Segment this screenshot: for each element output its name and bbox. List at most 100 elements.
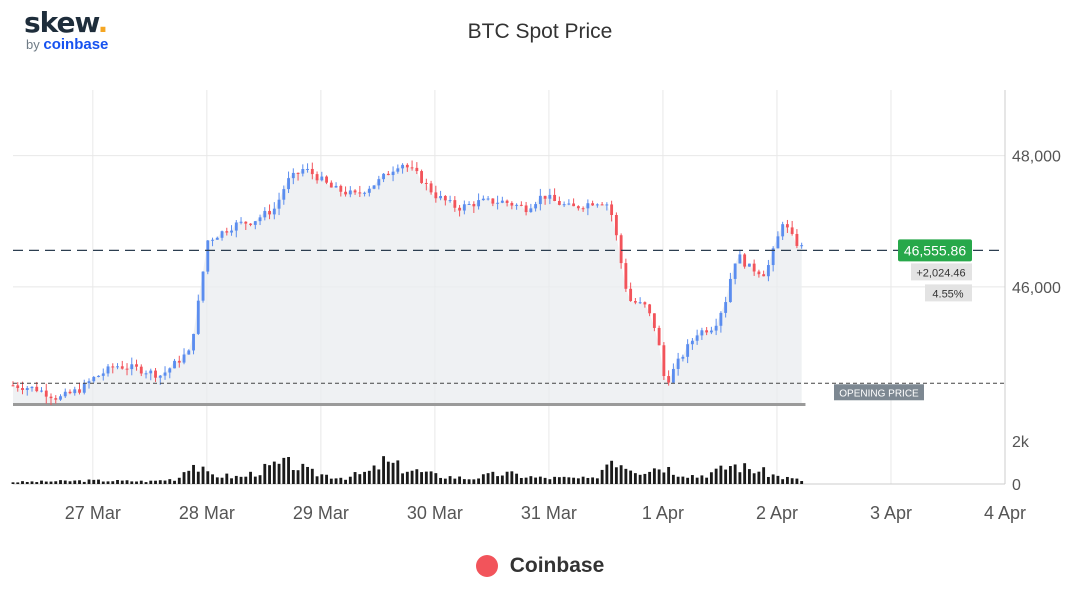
- candle-body: [491, 198, 495, 204]
- logo-partner: coinbase: [43, 36, 109, 53]
- candle-body: [477, 200, 481, 207]
- candle-body: [766, 265, 770, 277]
- candle-body: [201, 271, 205, 301]
- candle-body: [690, 340, 694, 345]
- candle-body: [78, 389, 81, 393]
- candle-body: [719, 312, 723, 326]
- price-area-baseline: [13, 403, 806, 406]
- volume-bar: [401, 473, 405, 484]
- volume-bar: [277, 463, 281, 484]
- candle-body: [481, 198, 485, 201]
- candle-body: [434, 192, 438, 199]
- volume-bar: [610, 460, 614, 484]
- candle-body: [372, 185, 376, 189]
- candle-body: [149, 370, 153, 374]
- volume-bar: [54, 481, 58, 484]
- volume-bar: [372, 465, 376, 484]
- volume-bar: [519, 477, 523, 484]
- volume-bar: [111, 481, 115, 484]
- candle-body: [296, 172, 300, 174]
- volume-bar: [619, 465, 623, 484]
- volume-bar: [467, 479, 471, 484]
- volume-bar: [424, 471, 428, 484]
- volume-bar: [272, 461, 276, 484]
- legend-label-coinbase: Coinbase: [509, 554, 605, 577]
- volume-bar: [705, 477, 709, 484]
- candle-body: [762, 274, 766, 277]
- volume-bar: [234, 475, 238, 484]
- volume-bar: [59, 480, 62, 484]
- candle-body: [215, 237, 219, 240]
- volume-bar: [68, 481, 72, 484]
- volume-bar: [206, 471, 210, 484]
- candle-body: [572, 203, 576, 207]
- volume-bar: [135, 481, 138, 484]
- skew-logo: skew. by coinbase: [24, 6, 109, 53]
- candle-body: [154, 370, 157, 378]
- volume-bar: [130, 481, 134, 484]
- candle-body: [177, 360, 181, 363]
- candle-body: [420, 171, 424, 183]
- volume-bar: [149, 480, 153, 484]
- candle-body: [605, 204, 609, 206]
- candle-body: [220, 231, 224, 238]
- volume-bar: [700, 475, 704, 484]
- candle-body: [40, 390, 43, 392]
- candle-body: [733, 263, 737, 279]
- volume-bar: [101, 481, 105, 484]
- candle-body: [158, 375, 162, 378]
- volume-bar: [572, 477, 576, 484]
- volume-bar: [182, 472, 186, 484]
- volume-bar: [657, 469, 661, 484]
- candle-body: [676, 358, 680, 369]
- volume-bar: [225, 473, 229, 484]
- candle-body: [358, 192, 362, 194]
- volume-bar: [63, 480, 67, 484]
- candle-body: [714, 325, 718, 331]
- volume-bar: [643, 473, 647, 484]
- candle-body: [382, 173, 385, 180]
- volume-bar: [315, 476, 319, 484]
- volume-bar: [163, 480, 167, 484]
- volume-bar: [595, 478, 599, 484]
- legend[interactable]: Coinbase: [0, 554, 1080, 578]
- x-tick-label: 2 Apr: [756, 503, 798, 523]
- candle-body: [268, 210, 271, 215]
- change-pct-badge: [925, 284, 972, 302]
- candle-body: [73, 389, 77, 394]
- volume-bar: [35, 482, 39, 484]
- candle-body: [771, 248, 775, 266]
- volume-bar: [458, 476, 462, 484]
- volume-bar: [486, 473, 490, 484]
- volume-bar: [391, 462, 395, 484]
- volume-bar: [624, 468, 628, 484]
- candle-body: [538, 195, 542, 205]
- candle-body: [467, 203, 471, 205]
- candle-body: [795, 233, 799, 246]
- volume-bar: [662, 472, 666, 484]
- volume-bar: [187, 470, 191, 484]
- volume-bar: [301, 463, 305, 484]
- candle-body: [287, 178, 290, 190]
- volume-bar: [500, 475, 504, 484]
- candle-body: [306, 168, 309, 170]
- volume-bar: [291, 470, 295, 484]
- candle-body: [700, 330, 704, 336]
- candle-body: [619, 235, 623, 264]
- candle-body: [595, 204, 599, 206]
- candle-body: [724, 302, 728, 313]
- volume-bar: [448, 476, 452, 484]
- volume-bar: [600, 469, 604, 484]
- volume-bar: [719, 465, 723, 484]
- x-tick-label: 4 Apr: [984, 503, 1026, 523]
- volume-bar: [177, 477, 181, 484]
- logo-dot: .: [97, 6, 109, 39]
- volume-bar: [325, 474, 328, 484]
- volume-bar: [762, 467, 766, 484]
- candle-body: [339, 185, 343, 192]
- x-tick-label: 28 Mar: [179, 503, 235, 523]
- x-tick-label: 30 Mar: [407, 503, 463, 523]
- volume-bar: [505, 471, 509, 484]
- candle-body: [709, 330, 713, 333]
- price-tick-label: 46,000: [1012, 280, 1061, 297]
